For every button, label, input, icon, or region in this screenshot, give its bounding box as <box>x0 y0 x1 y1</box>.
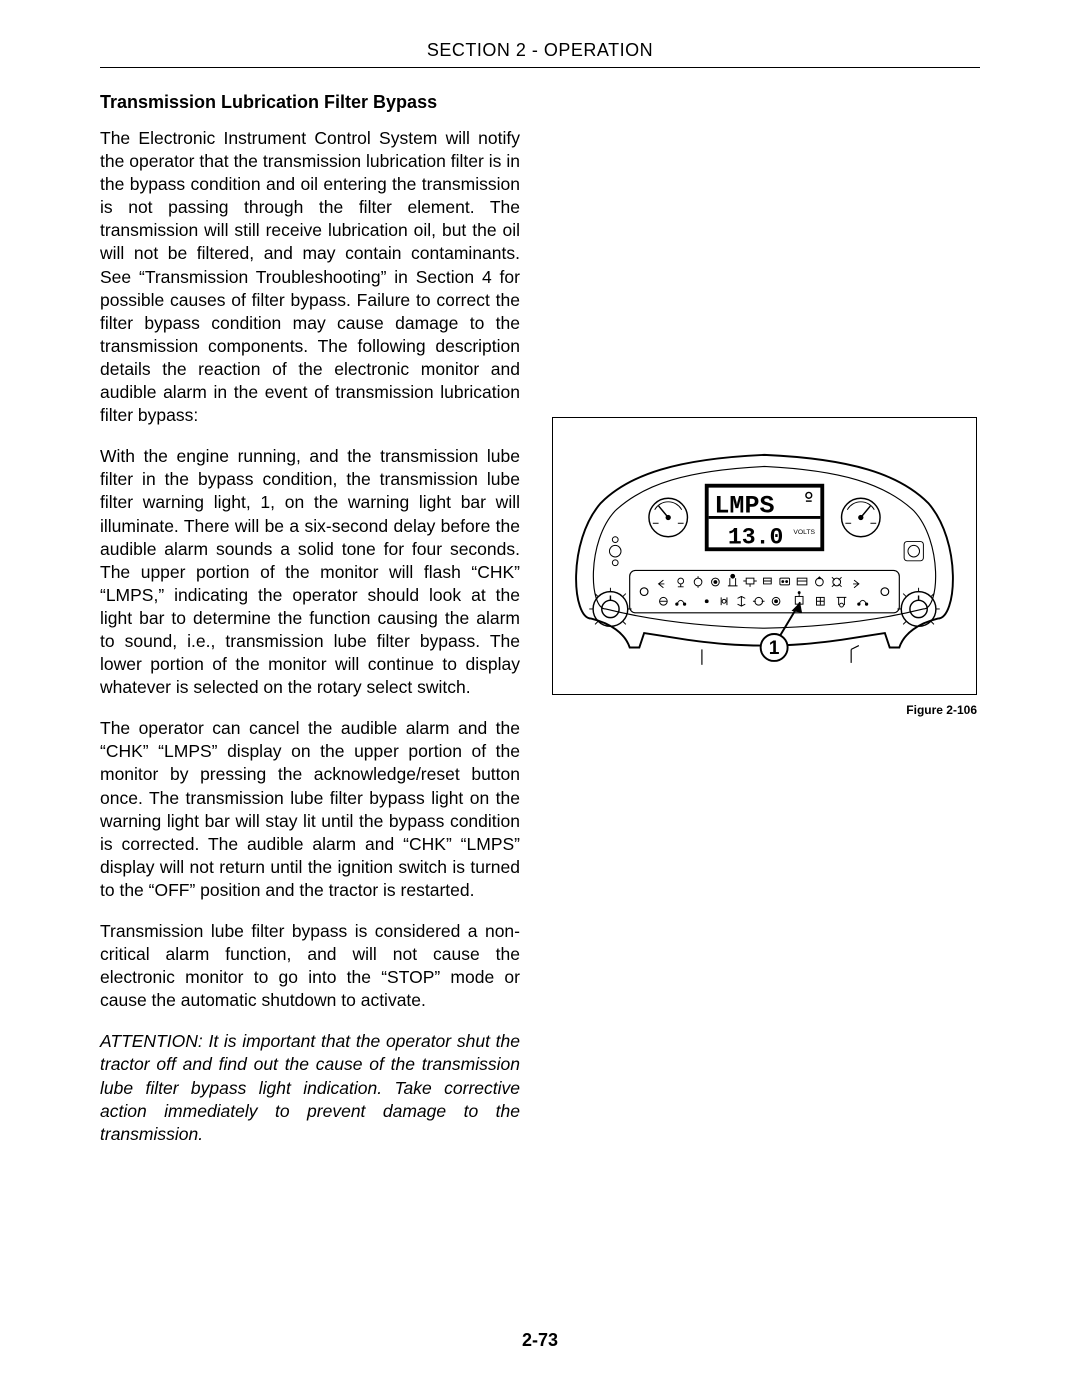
paragraph-3: The operator can cancel the audible alar… <box>100 717 520 902</box>
figure-box: LMPS 13.0 VOLTS <box>552 417 977 695</box>
figure-caption: Figure 2-106 <box>552 703 977 717</box>
left-column: Transmission Lubrication Filter Bypass T… <box>100 92 520 1164</box>
paragraph-4: Transmission lube filter bypass is consi… <box>100 920 520 1012</box>
content-columns: Transmission Lubrication Filter Bypass T… <box>100 92 980 1164</box>
lcd-bottom-text: 13.0 <box>728 524 783 550</box>
paragraph-2: With the engine running, and the transmi… <box>100 445 520 699</box>
paragraph-attention: ATTENTION: It is important that the oper… <box>100 1030 520 1145</box>
dashboard-illustration: LMPS 13.0 VOLTS <box>561 426 968 686</box>
header-rule <box>100 67 980 68</box>
right-column: LMPS 13.0 VOLTS <box>552 92 980 1164</box>
figure-wrap: LMPS 13.0 VOLTS <box>552 417 980 717</box>
page-number: 2-73 <box>0 1330 1080 1351</box>
svg-text:VOLTS: VOLTS <box>793 529 815 536</box>
section-header: SECTION 2 - OPERATION <box>100 40 980 61</box>
callout-number: 1 <box>769 638 780 659</box>
page: SECTION 2 - OPERATION Transmission Lubri… <box>0 0 1080 1397</box>
subheading: Transmission Lubrication Filter Bypass <box>100 92 520 113</box>
paragraph-1: The Electronic Instrument Control System… <box>100 127 520 427</box>
lcd-top-text: LMPS <box>714 492 774 521</box>
